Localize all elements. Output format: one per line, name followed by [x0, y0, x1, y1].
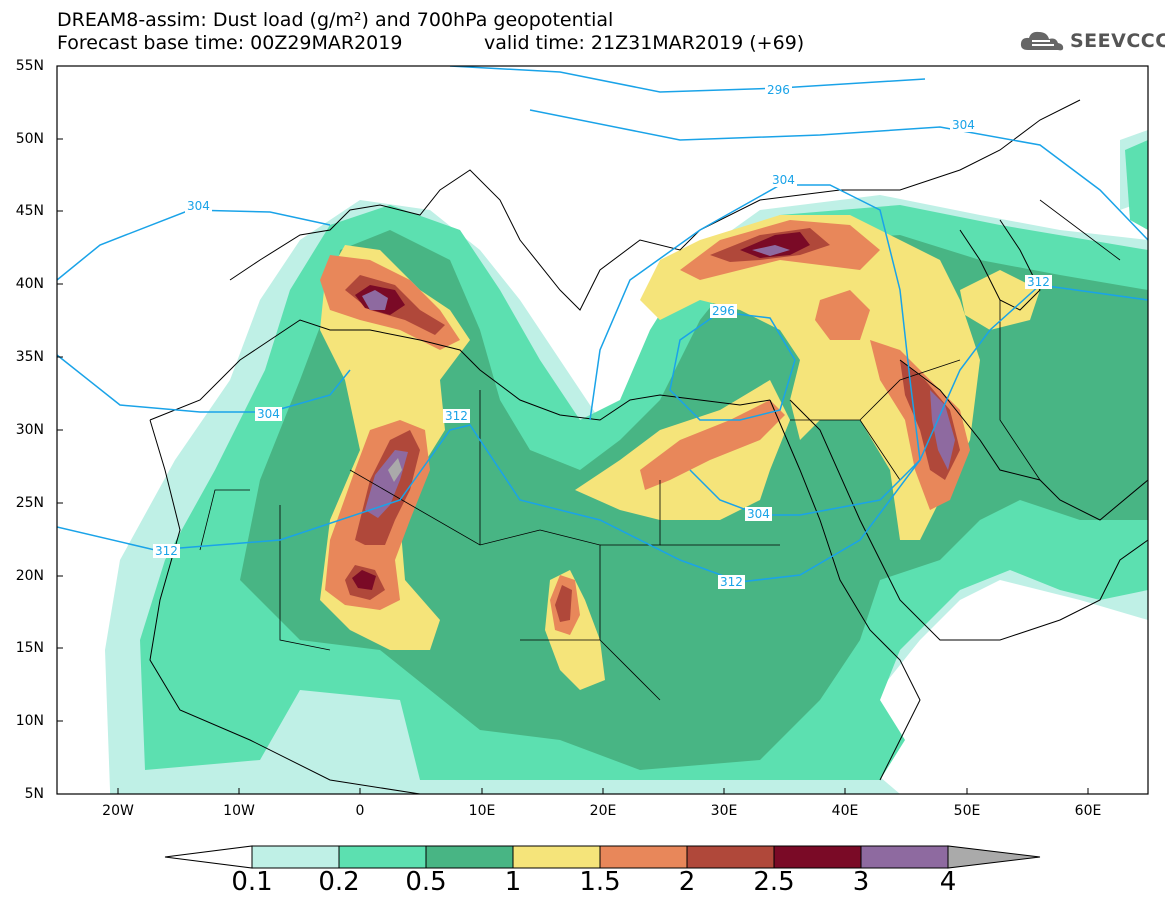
lat-label: 20N [15, 568, 44, 584]
colorbar-label: 0.2 [318, 867, 360, 897]
lon-label: 10W [223, 803, 255, 819]
colorbar-swatch [512, 845, 601, 869]
border-8 [520, 639, 661, 701]
dust-level-3-spain [362, 290, 388, 310]
contour-label: 296 [710, 304, 737, 318]
colorbar-swatch [773, 845, 862, 869]
lat-label: 5N [24, 786, 44, 802]
lon-label: 50E [953, 803, 981, 819]
lon-label: 40E [831, 803, 859, 819]
lon-label: 10E [468, 803, 496, 819]
dust-level-1-east [640, 215, 980, 540]
colorbar-swatch [338, 845, 427, 869]
lat-label: 55N [15, 58, 44, 74]
forecast-base-time: Forecast base time: 00Z29MAR2019 [57, 32, 403, 54]
logo-text: SEEVCCC [1070, 30, 1165, 52]
dust-level-4-algeria [388, 458, 402, 482]
border-12 [1039, 199, 1121, 261]
dust-level-1.5-syria [815, 290, 870, 340]
lat-label: 15N [15, 640, 44, 656]
lat-label: 10N [15, 713, 44, 729]
contour-296-center [669, 311, 796, 421]
valid-time: valid time: 21Z31MAR2019 (+69) [484, 32, 805, 54]
colorbar-swatch [686, 845, 775, 869]
lon-label: 20E [589, 803, 617, 819]
colorbar-label: 0.1 [231, 867, 273, 897]
contour-label: 312 [718, 575, 745, 589]
border-11 [999, 300, 1041, 481]
dust-level-3-iraq [930, 390, 955, 470]
contour-304-sw [57, 354, 351, 413]
coast-africa [149, 319, 771, 794]
contour-label: 304 [185, 199, 212, 213]
lon-label: 0 [355, 803, 365, 819]
dust-level-1.5-egypt [640, 400, 785, 490]
lat-label: 30N [15, 422, 44, 438]
dust-level-2-chad [555, 585, 572, 622]
lon-label: 60E [1074, 803, 1102, 819]
colorbar-label: 1.5 [579, 867, 621, 897]
dust-level-3-turkey [752, 245, 790, 256]
lon-label: 30E [710, 803, 738, 819]
lat-label: 50N [15, 131, 44, 147]
coast-arabia [789, 399, 1148, 641]
lat-label: 35N [15, 349, 44, 365]
lat-label: 25N [15, 495, 44, 511]
border-1 [279, 505, 331, 651]
title-line-1: DREAM8-assim: Dust load (g/m²) and 700hP… [57, 9, 614, 31]
contour-label: 312 [153, 544, 180, 558]
seevccc-logo: SEEVCCC [1018, 26, 1165, 56]
contour-304-central [589, 184, 921, 516]
dust-level-0.2-ne [1125, 140, 1148, 230]
colorbar-under-triangle [164, 845, 253, 869]
dust-level-2.5-niger [352, 570, 376, 590]
colorbar-label: 2.5 [753, 867, 795, 897]
colorbar-swatch [860, 845, 949, 869]
contour-label: 312 [1025, 275, 1052, 289]
cloud-icon [1020, 31, 1064, 51]
border-9 [790, 359, 961, 421]
contour-label: 304 [950, 118, 977, 132]
colorbar-label: 1 [504, 867, 522, 897]
lat-label: 45N [15, 203, 44, 219]
contour-label: 304 [255, 407, 282, 421]
contour-296-north [449, 66, 926, 93]
contour-label: 304 [745, 507, 772, 521]
contour-304-north [529, 109, 1148, 241]
colorbar-label: 4 [939, 867, 957, 897]
border-10 [859, 419, 901, 481]
border-2 [199, 489, 250, 551]
coast-redsea [769, 399, 921, 781]
colorbar-over-triangle [947, 845, 1041, 869]
contour-label: 296 [765, 83, 792, 97]
colorbar-swatch [425, 845, 514, 869]
contour-label: 304 [770, 173, 797, 187]
colorbar-label: 0.5 [405, 867, 447, 897]
coast-europe [57, 66, 1081, 311]
contour-label: 312 [443, 409, 470, 423]
colorbar-label: 2 [678, 867, 696, 897]
colorbar-swatch [599, 845, 688, 869]
contour-312-south [57, 284, 1148, 583]
lon-label: 20W [102, 803, 134, 819]
colorbar-label: 3 [852, 867, 870, 897]
coast-caspian [959, 219, 1041, 311]
lat-label: 40N [15, 276, 44, 292]
colorbar-swatch [251, 845, 340, 869]
